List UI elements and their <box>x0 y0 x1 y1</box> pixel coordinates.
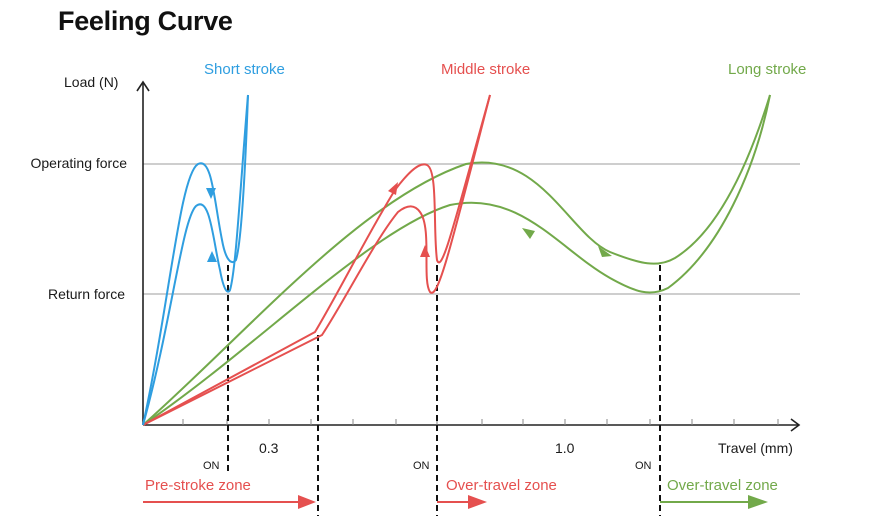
arrow-down-icon <box>598 246 612 257</box>
long-stroke-arrows <box>522 228 612 257</box>
operating-force-label: Operating force <box>30 155 128 171</box>
arrow-right-icon <box>298 495 316 509</box>
short-stroke-arrows <box>206 188 217 262</box>
middle-over-travel-arrow <box>437 495 487 509</box>
middle-over-travel-label: Over-travel zone <box>446 477 557 494</box>
x-ticks <box>182 419 779 425</box>
long-over-travel-label: Over-travel zone <box>667 477 778 494</box>
x-tick-label-0-3: 0.3 <box>259 440 279 456</box>
arrow-up-right-icon <box>388 182 398 195</box>
on-label-middle: ON <box>413 460 430 472</box>
return-force-label: Return force <box>47 286 125 302</box>
middle-stroke-label: Middle stroke <box>441 61 531 78</box>
arrow-right-icon <box>748 495 768 509</box>
axes <box>136 80 801 432</box>
short-stroke-label: Short stroke <box>204 61 285 78</box>
middle-stroke-curve <box>142 94 491 426</box>
on-label-short: ON <box>203 460 220 472</box>
pre-stroke-zone-arrow <box>143 495 316 509</box>
pre-stroke-zone-label: Pre-stroke zone <box>145 477 251 494</box>
arrow-up-icon <box>522 228 535 239</box>
x-axis-label: Travel (mm) <box>718 440 793 456</box>
y-axis-label: Load (N) <box>64 74 119 90</box>
arrow-up-icon <box>420 245 430 257</box>
middle-stroke-arrows <box>388 182 430 257</box>
x-axis-arrow-icon <box>790 418 801 432</box>
on-label-long: ON <box>635 460 652 472</box>
x-tick-label-1-0: 1.0 <box>555 440 575 456</box>
arrow-right-icon <box>468 495 487 509</box>
arrow-down-icon <box>206 188 216 199</box>
y-axis-arrow-icon <box>136 80 150 92</box>
short-stroke-curve <box>142 94 249 426</box>
long-stroke-label: Long stroke <box>728 61 807 78</box>
arrow-up-icon <box>207 251 217 262</box>
dashed-markers <box>227 265 661 516</box>
long-stroke-curve <box>142 94 771 426</box>
page-title: Feeling Curve <box>58 6 233 36</box>
long-over-travel-arrow <box>660 495 768 509</box>
